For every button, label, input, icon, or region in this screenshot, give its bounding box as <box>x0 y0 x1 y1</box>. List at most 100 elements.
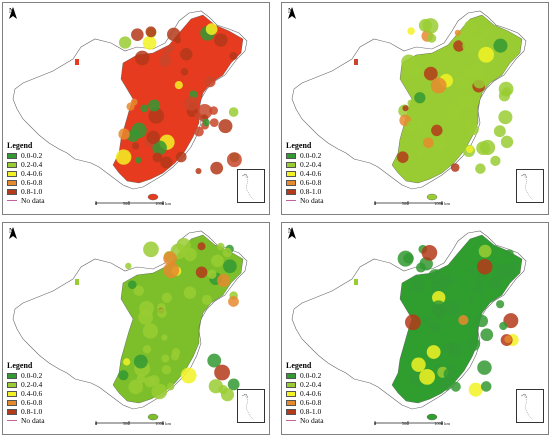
district-patch <box>493 38 508 53</box>
district-patch <box>207 353 222 368</box>
district-patch <box>204 76 216 88</box>
district-patch <box>194 112 203 121</box>
district-patch <box>464 20 477 33</box>
legend-label: 0.2-0.4 <box>300 160 322 169</box>
legend-swatch <box>286 381 296 388</box>
district-patch <box>477 360 492 375</box>
legend-no-data: No data <box>286 196 324 205</box>
scale-label: 500 <box>122 201 130 206</box>
district-patch <box>498 90 511 102</box>
legend-swatch <box>7 170 17 177</box>
district-patch <box>421 244 438 261</box>
district-patch <box>227 378 240 391</box>
legend-item: 0.2-0.4 <box>7 160 45 169</box>
district-patch <box>438 134 448 144</box>
legend-item: 0.2-0.4 <box>286 160 324 169</box>
north-arrow-icon: N <box>9 227 17 239</box>
district-patch <box>163 251 177 266</box>
district-patch <box>467 296 474 304</box>
legend-swatch <box>7 381 17 388</box>
district-patch <box>432 290 446 305</box>
district-patch <box>175 151 187 163</box>
district-patch <box>468 382 483 397</box>
district-patch <box>183 286 197 299</box>
district-patch <box>193 126 204 137</box>
district-patch <box>476 141 490 156</box>
district-patch <box>184 96 199 111</box>
legend-swatch <box>286 161 296 168</box>
north-label: N <box>9 7 15 15</box>
district-patch <box>478 46 495 63</box>
district-patch <box>180 367 197 384</box>
district-patch <box>131 122 147 138</box>
district-patch <box>465 145 474 154</box>
district-patch <box>144 376 156 388</box>
district-patch <box>140 104 149 113</box>
legend-item: 0.8-1.0 <box>286 187 324 196</box>
district-patch <box>481 28 492 38</box>
district-patch <box>151 383 168 400</box>
district-patch <box>472 283 484 295</box>
district-patch <box>115 149 132 165</box>
north-arrow-icon: N <box>288 7 296 19</box>
district-patch <box>166 382 175 391</box>
district-patch <box>142 345 152 354</box>
district-patch <box>490 155 501 166</box>
district-patch <box>453 40 465 52</box>
district-patch <box>427 33 437 43</box>
legend-item: 0.4-0.6 <box>7 389 45 398</box>
district-patch <box>180 68 189 76</box>
district-patch <box>496 300 505 309</box>
district-patch <box>507 261 517 271</box>
district-patch <box>419 368 436 385</box>
district-patch <box>133 285 145 296</box>
legend-no-data: No data <box>286 416 324 425</box>
district-patch <box>176 237 191 253</box>
district-patch <box>209 118 219 128</box>
legend-swatch <box>7 179 17 186</box>
legend-item: 0.8-1.0 <box>7 187 45 196</box>
legend-label: 0.6-0.8 <box>21 398 43 407</box>
district-patch <box>417 150 424 157</box>
district-patch <box>401 54 417 70</box>
district-patch <box>127 280 137 289</box>
district-patch <box>128 379 144 395</box>
legend-no-data: No data <box>7 416 45 425</box>
legend-item: 0.8-1.0 <box>7 407 45 416</box>
district-patch <box>475 163 486 174</box>
district-patch <box>475 314 489 328</box>
legend-item: 0.2-0.4 <box>286 380 324 389</box>
district-patch <box>220 388 235 402</box>
district-patch <box>195 266 208 279</box>
legend-item: 0.4-0.6 <box>7 169 45 178</box>
district-patch <box>171 348 181 357</box>
district-patch <box>467 123 479 136</box>
district-patch <box>217 242 225 251</box>
district-patch <box>75 279 79 285</box>
district-patch <box>75 59 79 65</box>
district-patch <box>476 258 493 275</box>
district-patch <box>407 27 415 35</box>
district-patch <box>214 33 228 47</box>
legend-item: 0.0-0.2 <box>7 371 45 380</box>
legend-title: Legend <box>286 141 312 150</box>
hainan-island <box>147 193 159 201</box>
district-patch <box>214 364 231 381</box>
legend-label: 0.4-0.6 <box>21 169 43 178</box>
district-patch <box>146 130 160 145</box>
scale-bar: 05001000 km <box>374 421 450 426</box>
district-patch <box>442 342 455 354</box>
legend-item: 0.6-0.8 <box>7 178 45 187</box>
district-patch <box>210 161 224 175</box>
legend-title: Legend <box>286 361 312 370</box>
hainan-island <box>147 413 159 421</box>
legend-swatch <box>7 408 17 415</box>
district-patch <box>498 110 513 125</box>
district-patch <box>163 262 180 279</box>
district-patch <box>422 18 439 34</box>
hainan-island <box>426 413 438 421</box>
district-patch <box>508 270 516 279</box>
legend-label: 0.0-0.2 <box>21 151 43 160</box>
district-patch <box>405 314 421 331</box>
district-patch <box>148 99 161 112</box>
